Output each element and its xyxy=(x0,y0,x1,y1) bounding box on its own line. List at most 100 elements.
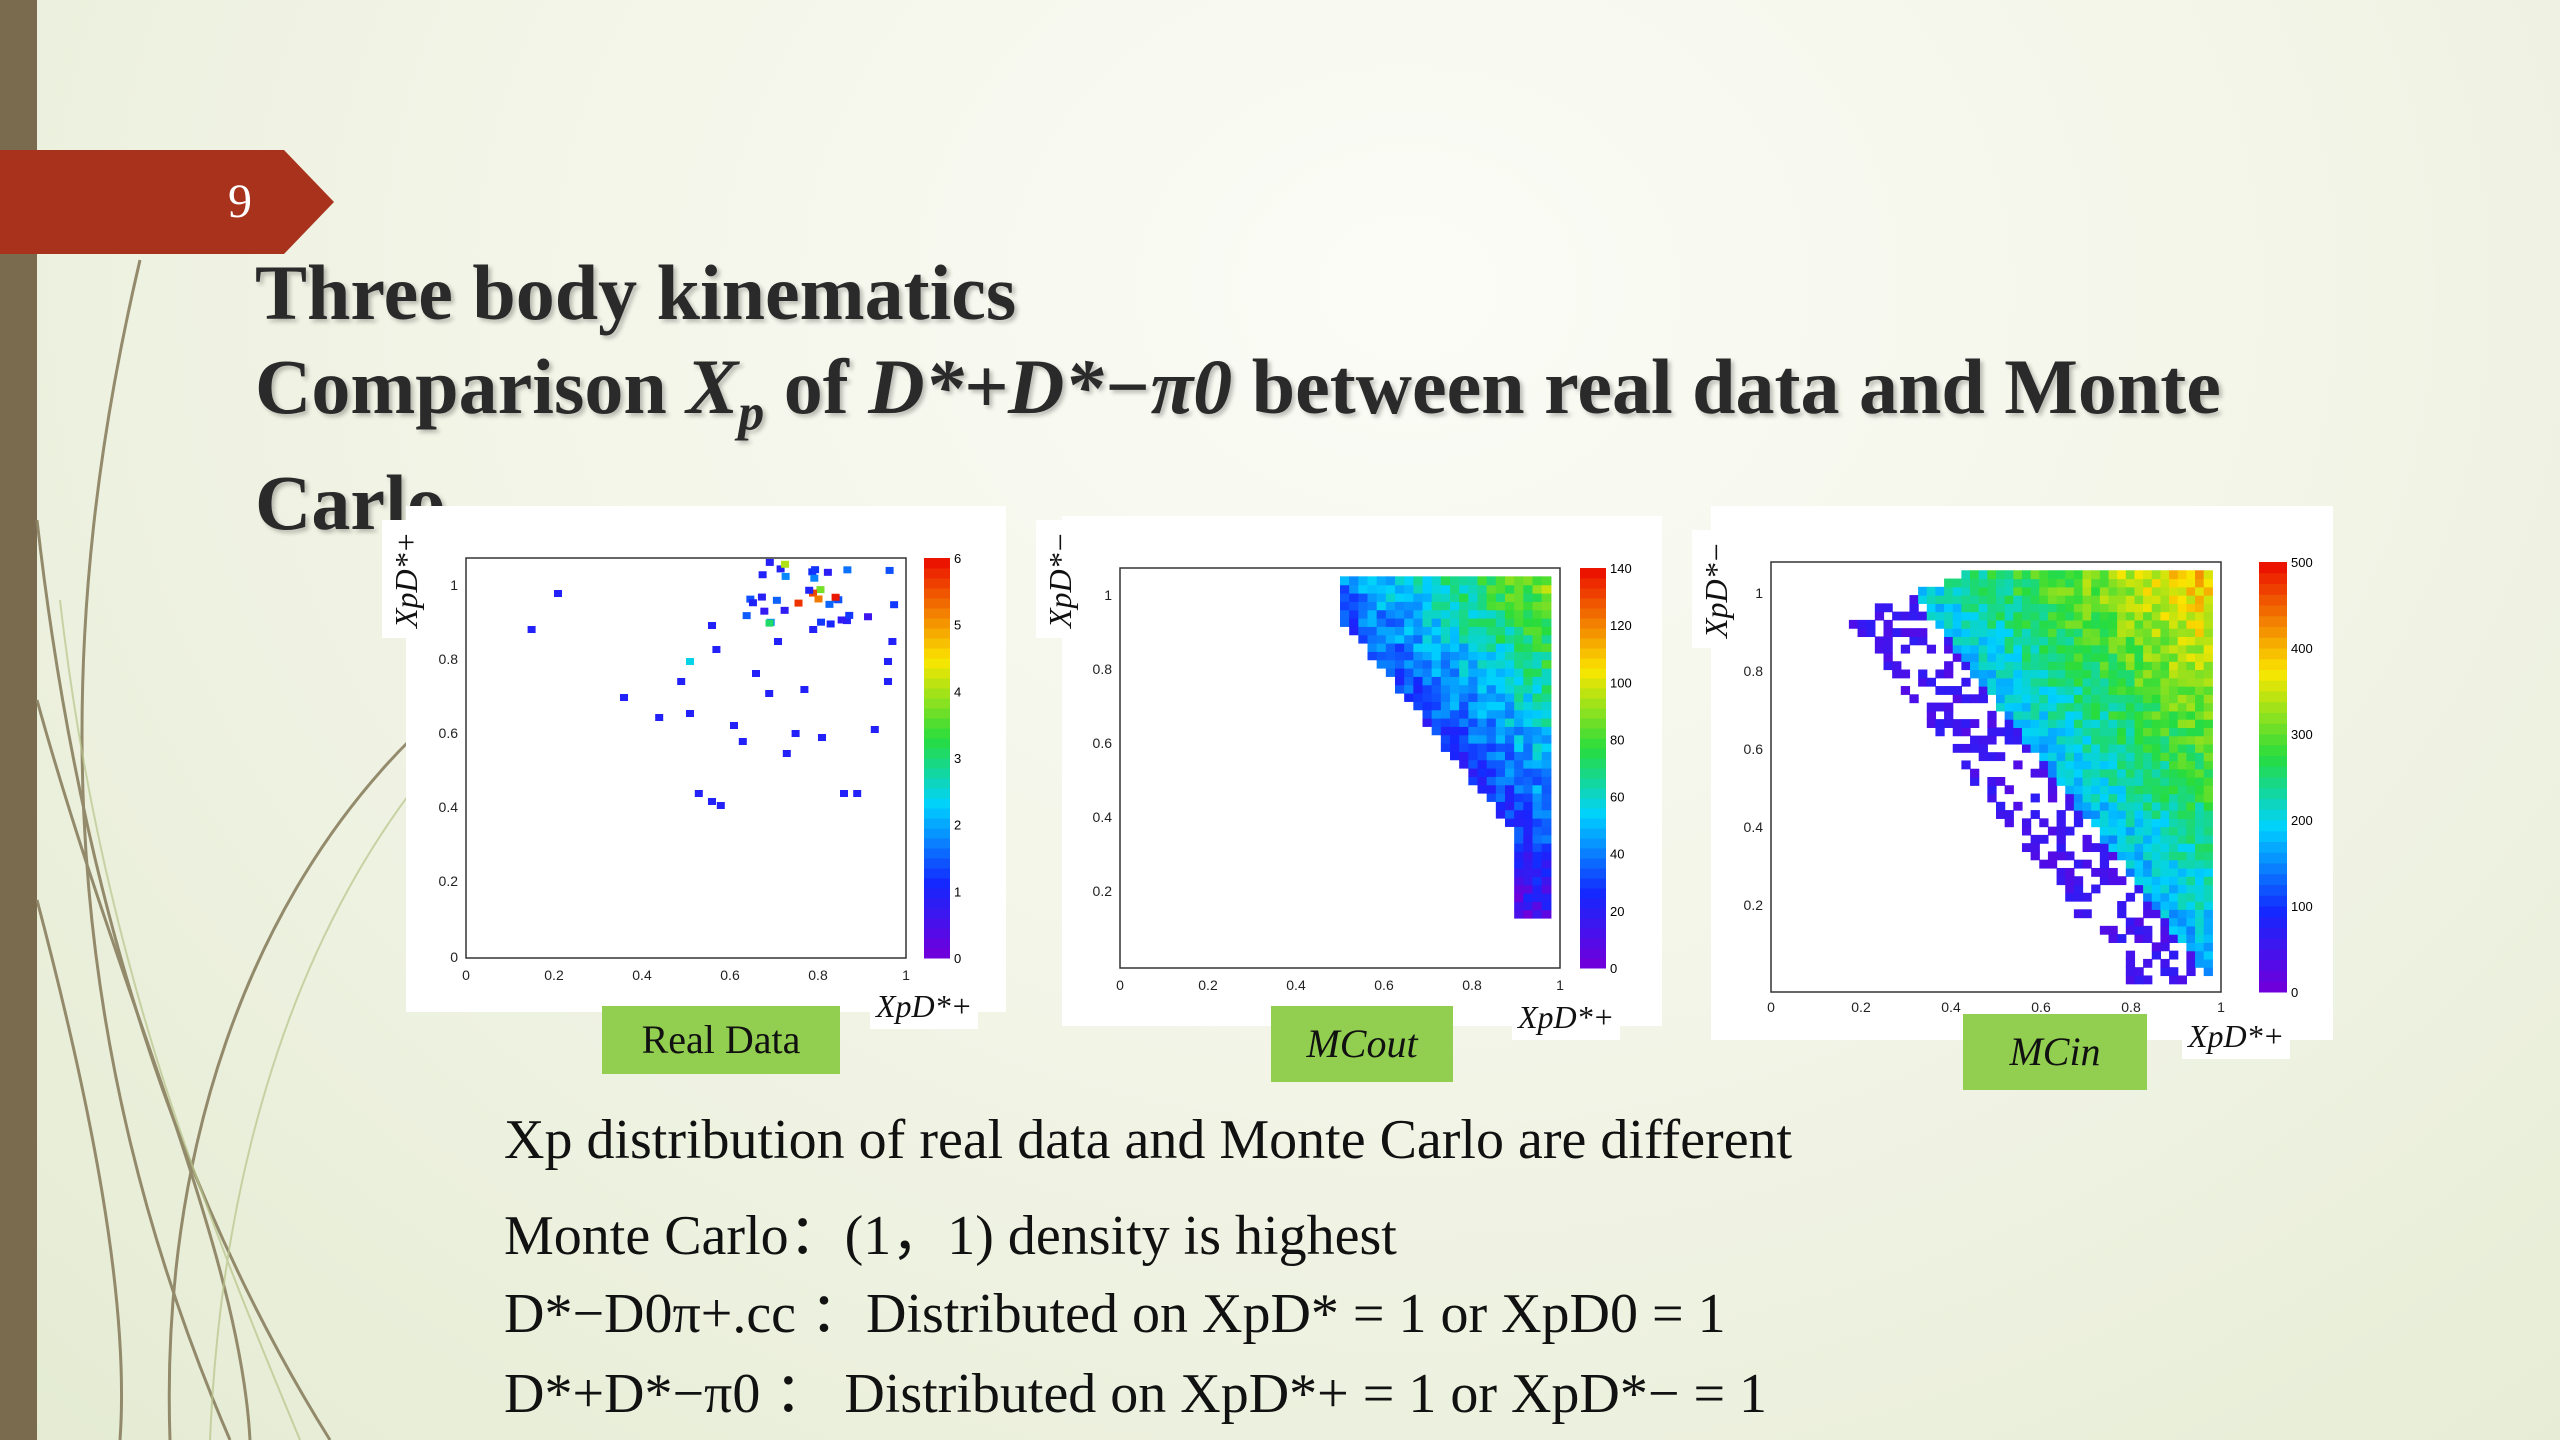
heat-cell xyxy=(2117,603,2127,613)
heat-cell xyxy=(1404,634,1414,644)
heat-cell xyxy=(1514,734,1524,744)
heat-cell xyxy=(2004,785,2014,795)
heat-cell xyxy=(2056,843,2066,853)
heat-cell xyxy=(2177,917,2187,927)
heat-cell xyxy=(1440,609,1451,619)
heat-cell xyxy=(1505,676,1515,686)
heat-cell xyxy=(2073,652,2084,662)
heat-cell xyxy=(1486,584,1497,594)
heat-cell xyxy=(2047,710,2058,720)
heat-cell xyxy=(2203,834,2213,844)
heat-cell xyxy=(2160,570,2170,580)
heat-cell xyxy=(2186,686,2196,695)
heat-cell xyxy=(2082,810,2092,819)
heat-cell xyxy=(1505,784,1515,794)
heat-cell xyxy=(2091,686,2101,695)
heat-cell xyxy=(1514,834,1524,844)
heat-cell xyxy=(2039,710,2049,720)
heat-cell xyxy=(2073,702,2084,712)
heat-cell xyxy=(2160,760,2170,770)
heat-cell xyxy=(2125,719,2136,728)
heat-cell xyxy=(2125,677,2136,687)
heat-cell xyxy=(1541,676,1552,686)
heat-cell xyxy=(2143,810,2153,819)
heat-cell xyxy=(2125,859,2136,869)
heat-cell xyxy=(2099,793,2110,803)
heat-cell xyxy=(2151,719,2162,728)
heat-cell xyxy=(1486,676,1497,686)
heat-cell xyxy=(2073,686,2084,695)
heat-cell xyxy=(2065,644,2075,654)
heat-cell xyxy=(2117,677,2127,687)
heat-cell xyxy=(1431,634,1442,644)
data-point xyxy=(884,678,892,685)
heat-cell xyxy=(2056,702,2066,712)
heat-cell xyxy=(2177,793,2187,803)
heat-cell xyxy=(1477,759,1488,769)
heat-cell xyxy=(2117,834,2127,844)
heat-cell xyxy=(1505,668,1515,677)
heat-cell xyxy=(2169,917,2179,927)
heat-cell xyxy=(2125,619,2136,629)
heat-cell xyxy=(2169,727,2179,737)
heat-cell xyxy=(1541,668,1552,677)
heat-cell xyxy=(2073,619,2084,629)
heat-cell xyxy=(1523,834,1534,844)
heat-cell xyxy=(1935,669,1945,679)
heat-cell xyxy=(2160,719,2170,728)
data-point xyxy=(655,714,664,721)
heat-cell xyxy=(2117,752,2127,762)
heat-cell xyxy=(2065,595,2075,604)
heat-cell xyxy=(2195,586,2205,596)
heat-cell xyxy=(2065,719,2075,728)
heat-cell xyxy=(1532,626,1543,636)
heat-cell xyxy=(2108,851,2118,861)
svg-text:0.6: 0.6 xyxy=(1093,735,1113,751)
heat-cell xyxy=(2134,785,2144,795)
heat-cell xyxy=(2160,958,2170,968)
heat-cell xyxy=(2039,636,2049,646)
heat-cell xyxy=(2203,710,2213,720)
heat-cell xyxy=(1978,619,1988,629)
heat-cell xyxy=(2013,619,2023,629)
heat-cell xyxy=(2108,669,2118,679)
heat-cell xyxy=(1459,743,1469,752)
svg-text:0.2: 0.2 xyxy=(1851,999,1871,1015)
heat-cell xyxy=(1523,876,1534,886)
heat-cell xyxy=(2125,810,2136,819)
heat-cell xyxy=(2065,652,2075,662)
heat-cell xyxy=(1541,651,1552,661)
heat-cell xyxy=(2195,909,2205,919)
heat-cell xyxy=(1523,693,1534,702)
heat-cell xyxy=(1996,644,2006,654)
heat-cell xyxy=(1541,859,1552,869)
heat-cell xyxy=(2013,570,2023,580)
heat-cell xyxy=(2056,661,2066,671)
heat-cell xyxy=(2151,735,2162,745)
heat-cell xyxy=(2117,785,2127,795)
heat-cell xyxy=(2169,793,2179,803)
heat-cell xyxy=(2186,702,2196,712)
heat-cell xyxy=(2117,595,2127,604)
heat-cell xyxy=(2203,735,2213,745)
heat-cell xyxy=(1459,601,1469,611)
heat-cell xyxy=(2099,595,2110,604)
heat-cell xyxy=(2169,743,2179,753)
heat-cell xyxy=(2151,595,2162,604)
heat-cell xyxy=(1514,768,1524,777)
heat-cell xyxy=(1970,652,1980,662)
heat-cell xyxy=(2030,619,2040,629)
heat-cell xyxy=(2099,826,2110,836)
svg-text:1: 1 xyxy=(2217,999,2225,1015)
heat-cell xyxy=(1978,661,1988,671)
heat-cell xyxy=(1987,735,1997,745)
data-point xyxy=(738,738,747,745)
heat-cell xyxy=(2125,752,2136,762)
heat-cell xyxy=(1970,661,1980,671)
heat-cell xyxy=(2186,677,2196,687)
heat-cell xyxy=(1978,595,1988,604)
heat-cell xyxy=(1874,611,1885,621)
heat-cell xyxy=(2082,694,2092,704)
heat-cell xyxy=(2125,851,2136,861)
